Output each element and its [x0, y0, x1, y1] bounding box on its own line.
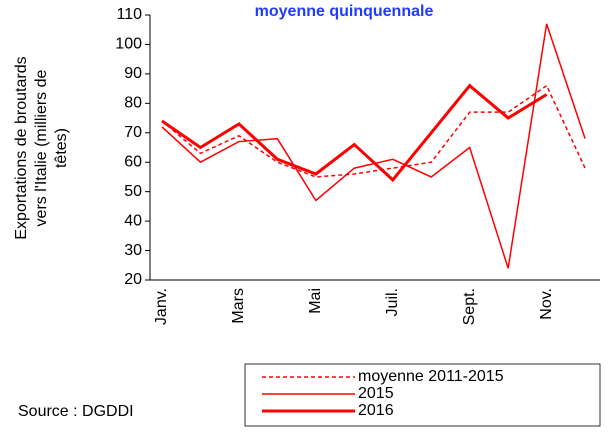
legend-label: moyenne 2011-2015 [358, 368, 504, 385]
y-axis-label: Exportations de broutards [13, 56, 30, 239]
legend-box [244, 363, 601, 427]
x-tick-label: Sept. [461, 288, 478, 325]
y-tick-label: 100 [115, 36, 142, 53]
y-tick-label: 40 [124, 212, 142, 229]
legend-label: 2015 [358, 385, 394, 402]
line-series [161, 84, 586, 178]
line-series [161, 23, 586, 269]
x-tick-label: Mars [230, 288, 247, 324]
y-tick-label: 50 [124, 183, 142, 200]
y-tick-label: 80 [124, 95, 142, 112]
x-tick-label: Nov. [538, 288, 555, 320]
y-tick-label: 90 [124, 65, 142, 82]
chart-title: moyenne quinquennale [255, 3, 434, 20]
y-axis-label: têtes) [53, 128, 70, 168]
y-tick-label: 60 [124, 153, 142, 170]
legend-label: 2016 [358, 402, 394, 419]
y-tick-label: 70 [124, 124, 142, 141]
source: Source : DGDDI [18, 403, 134, 420]
y-tick-label: 30 [124, 242, 142, 259]
x-tick-label: Juil. [384, 288, 401, 316]
x-tick-label: Mai [307, 288, 324, 314]
line-series [161, 83, 548, 183]
y-tick-label: 20 [124, 271, 142, 288]
y-axis-label: vers l'Italie (milliers de [33, 69, 50, 226]
y-tick-label: 110 [116, 6, 142, 23]
x-tick-label: Janv. [153, 288, 170, 325]
